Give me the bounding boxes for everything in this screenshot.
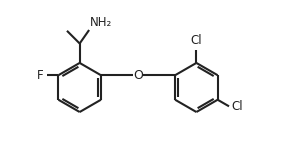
Text: NH₂: NH₂ [90,16,113,29]
Text: Cl: Cl [231,100,243,113]
Text: O: O [133,69,143,82]
Text: Cl: Cl [191,34,202,47]
Text: F: F [37,69,44,82]
